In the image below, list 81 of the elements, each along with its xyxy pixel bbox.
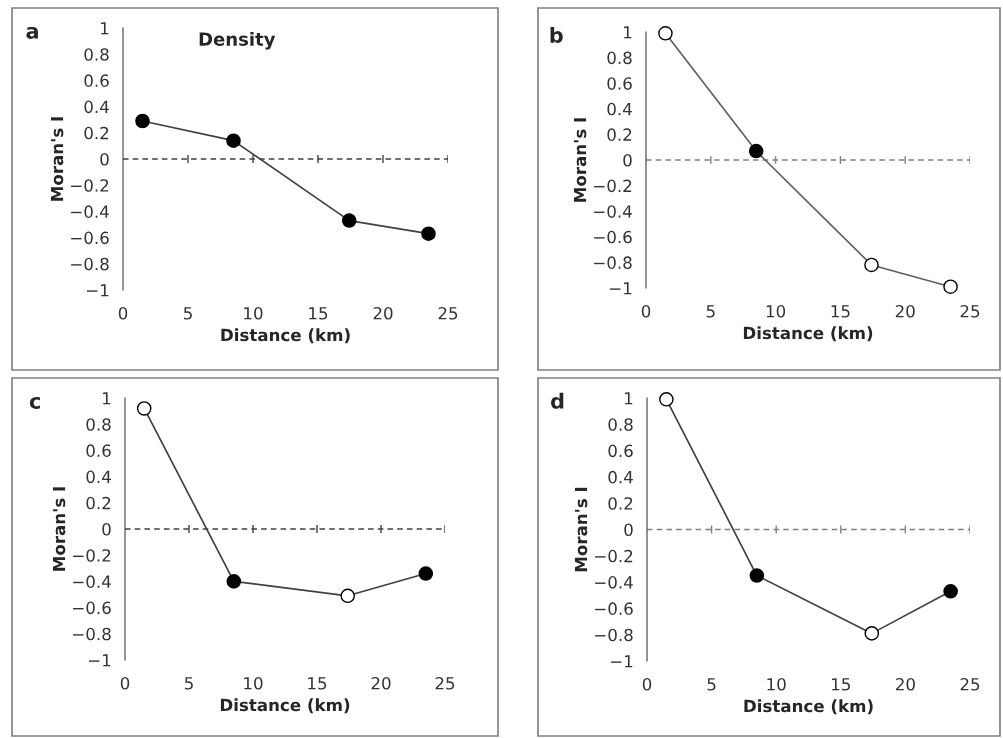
x-tick-label: 15 <box>832 678 850 691</box>
y-tick-label: 0.8 <box>607 51 632 65</box>
y-tick-label: 1 <box>103 392 111 405</box>
y-tick-label: 0 <box>100 152 109 166</box>
y-tick-label: 0.6 <box>86 444 111 457</box>
y-tick-label: 0.4 <box>84 100 109 114</box>
y-axis-title: Moran's I <box>50 117 64 201</box>
y-tick-label: −0.6 <box>73 601 111 615</box>
y-axis-title: Moran's I <box>52 487 66 571</box>
text: b <box>550 26 563 44</box>
y-axis-title: Moran's I <box>574 487 588 572</box>
x-tick-label: 10 <box>244 306 263 320</box>
y-axis-title: Moran's I <box>573 118 587 202</box>
y-tick-label: 0.6 <box>607 77 632 90</box>
x-tick-label: 10 <box>244 676 263 690</box>
text: c <box>29 396 40 409</box>
y-tick-label: −0.2 <box>71 179 109 192</box>
y-tick-label: 1 <box>624 26 632 39</box>
y-tick-label: −0.4 <box>73 575 111 588</box>
x-tick-label: 20 <box>896 677 915 691</box>
x-tick-label: 0 <box>120 676 130 690</box>
y-tick-label: −0.4 <box>71 205 109 218</box>
x-tick-label: 25 <box>435 676 455 690</box>
x-tick-label: 0 <box>642 677 652 691</box>
x-tick-label: 15 <box>308 677 327 690</box>
y-tick-label: −1 <box>87 284 109 297</box>
y-tick-label: 0.2 <box>86 496 111 510</box>
x-tick-label: 20 <box>371 676 391 690</box>
x-tick-label: 5 <box>184 677 193 690</box>
text: a <box>26 26 38 39</box>
text: d <box>551 392 564 409</box>
x-axis-title: Distance (km) <box>220 698 350 714</box>
x-tick-label: 25 <box>960 304 980 318</box>
x-tick-label: 25 <box>438 306 458 320</box>
y-tick-label: −0.8 <box>594 256 632 269</box>
x-tick-label: 15 <box>831 305 850 318</box>
x-tick-label: 15 <box>309 307 328 320</box>
y-tick-label: 0.4 <box>608 470 633 484</box>
y-tick-label: −0.6 <box>595 602 633 615</box>
chart-title: Density <box>199 31 276 50</box>
y-tick-label: −0.6 <box>594 230 632 244</box>
x-tick-label: 20 <box>895 304 915 318</box>
y-tick-label: 0 <box>624 523 633 537</box>
x-tick-label: 5 <box>706 305 715 318</box>
y-tick-label: −0.6 <box>71 231 109 245</box>
x-axis-title: Distance (km) <box>221 328 350 344</box>
y-tick-label: −1 <box>89 654 111 667</box>
y-tick-label: 0.6 <box>84 74 109 87</box>
y-tick-label: 0 <box>102 522 111 536</box>
y-tick-label: 0.8 <box>84 48 109 61</box>
y-tick-label: 1 <box>101 22 109 35</box>
y-tick-label: −0.8 <box>595 628 633 642</box>
x-tick-label: 10 <box>767 677 786 691</box>
x-tick-label: 10 <box>766 304 786 318</box>
y-tick-label: 0.2 <box>84 126 109 140</box>
y-tick-label: −0.2 <box>595 549 633 563</box>
x-tick-label: 5 <box>183 307 192 320</box>
x-tick-label: 25 <box>960 677 980 691</box>
y-tick-label: −0.8 <box>73 627 111 641</box>
x-tick-label: 5 <box>707 678 716 691</box>
y-tick-label: 0.8 <box>86 418 111 431</box>
x-axis-title: Distance (km) <box>743 326 873 342</box>
y-tick-label: −1 <box>611 655 633 668</box>
y-tick-label: −1 <box>610 282 632 295</box>
y-tick-label: 0.4 <box>607 102 632 116</box>
y-tick-label: 1 <box>625 392 633 405</box>
y-tick-label: 0.6 <box>608 444 633 458</box>
y-tick-label: −0.4 <box>595 576 633 589</box>
y-tick-label: 0.2 <box>608 497 633 510</box>
y-tick-label: 0.2 <box>607 128 632 141</box>
x-axis-title: Distance (km) <box>744 699 873 715</box>
y-tick-label: −0.2 <box>594 179 632 193</box>
y-tick-label: −0.2 <box>73 549 111 562</box>
y-tick-label: −0.4 <box>594 205 632 218</box>
x-tick-label: 20 <box>373 306 393 320</box>
x-tick-label: 0 <box>118 306 128 320</box>
y-tick-label: 0 <box>623 153 632 167</box>
y-tick-label: −0.8 <box>71 257 109 271</box>
x-tick-label: 0 <box>641 304 651 318</box>
y-tick-label: 0.8 <box>608 418 633 431</box>
y-tick-label: 0.4 <box>86 470 111 484</box>
